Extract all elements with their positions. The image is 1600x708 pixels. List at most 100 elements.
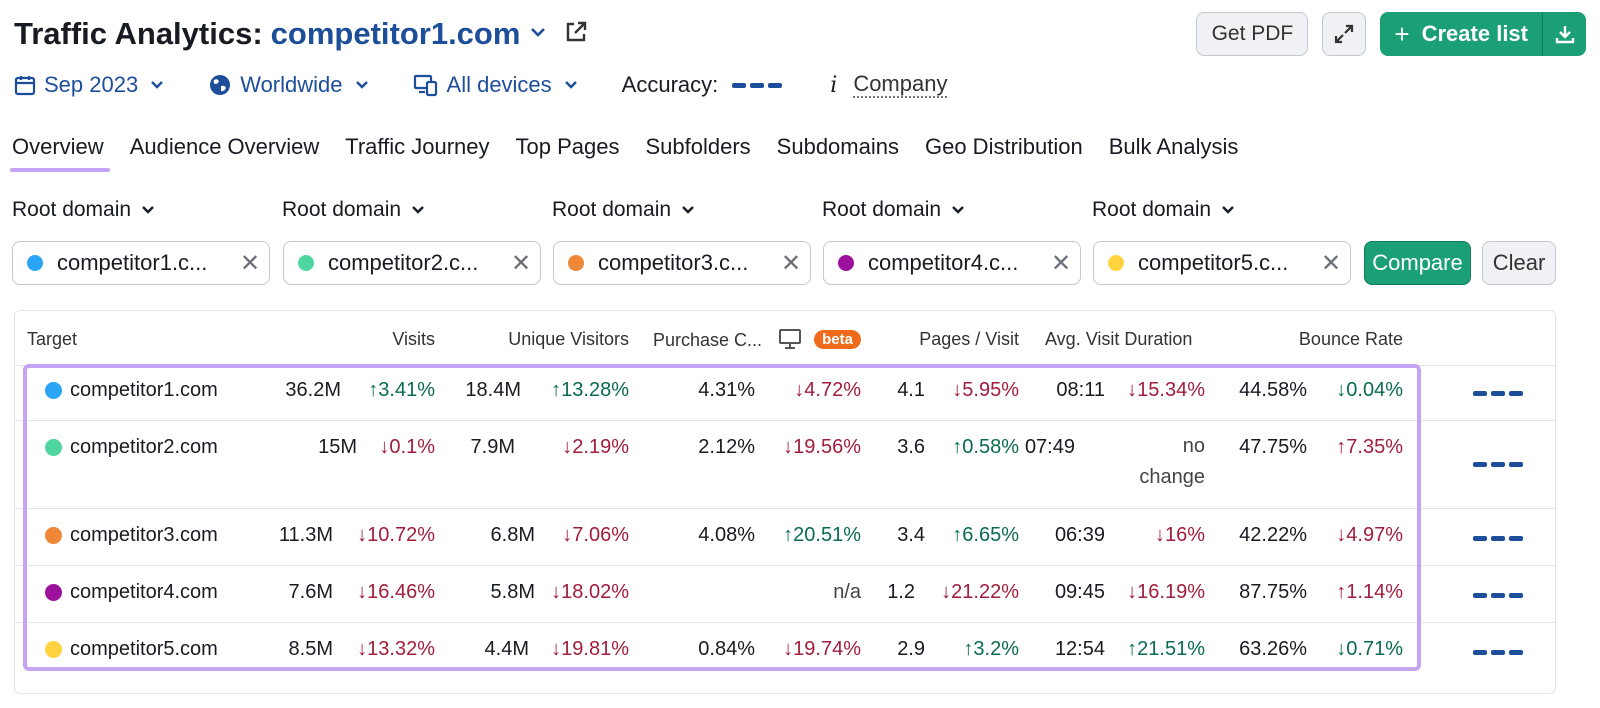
tab-bulk-analysis[interactable]: Bulk Analysis	[1108, 134, 1239, 159]
page-title: Traffic Analytics: competitor1.com	[14, 14, 588, 54]
close-icon[interactable]: ✕	[510, 249, 532, 277]
beta-badge: beta	[814, 330, 861, 349]
root-domain-select-4[interactable]: Root domain	[822, 198, 965, 222]
pages-delta: ↑3.2%	[963, 638, 1019, 660]
visits-value: 11.3M	[278, 524, 333, 546]
chevron-down-icon	[951, 205, 965, 215]
tab-audience-overview[interactable]: Audience Overview	[129, 134, 320, 159]
company-label[interactable]: Company	[853, 71, 948, 98]
root-domain-select-3[interactable]: Root domain	[552, 198, 695, 222]
target-domain[interactable]: competitor1.com	[70, 379, 218, 401]
header-bounce-rate[interactable]: Bounce Rate	[1298, 329, 1403, 349]
chevron-down-icon[interactable]	[530, 25, 546, 43]
more-options-icon[interactable]	[1473, 462, 1523, 467]
bounce-value: 63.26%	[1239, 638, 1307, 660]
domain-input-2[interactable]: competitor2.c... ✕	[283, 241, 541, 285]
tab-subdomains[interactable]: Subdomains	[776, 134, 899, 159]
close-icon[interactable]: ✕	[1050, 249, 1072, 277]
compare-button[interactable]: Compare	[1364, 241, 1471, 285]
domain-input-5[interactable]: competitor5.c... ✕	[1093, 241, 1351, 285]
tab-geo-distribution[interactable]: Geo Distribution	[924, 134, 1083, 159]
close-icon[interactable]: ✕	[239, 249, 261, 277]
title-label: Traffic Analytics:	[14, 16, 263, 51]
domain-input-text[interactable]: competitor1.c...	[57, 250, 208, 275]
date-filter[interactable]: Sep 2023	[14, 72, 164, 98]
download-button[interactable]	[1542, 12, 1586, 56]
date-value: Sep 2023	[44, 72, 139, 97]
header-divider	[15, 365, 1555, 366]
target-domain[interactable]: competitor5.com	[70, 638, 218, 660]
devices-icon	[413, 73, 439, 97]
unique-value: 18.4M	[465, 379, 521, 401]
domain-selector[interactable]: competitor1.com	[270, 16, 521, 51]
root-domain-label: Root domain	[1092, 198, 1212, 221]
tab-overview[interactable]: Overview	[10, 128, 110, 172]
duration-value: 07:49	[1024, 436, 1075, 458]
plus-icon: +	[1394, 18, 1410, 49]
visits-value: 36.2M	[285, 379, 341, 401]
tab-subfolders[interactable]: Subfolders	[645, 134, 751, 159]
domain-input-text[interactable]: competitor2.c...	[328, 250, 479, 275]
domain-input-text[interactable]: competitor3.c...	[598, 250, 749, 275]
clear-button[interactable]: Clear	[1482, 241, 1556, 285]
unique-value: 4.4M	[484, 638, 529, 660]
root-domain-select-1[interactable]: Root domain	[12, 198, 155, 222]
domain-input-3[interactable]: competitor3.c... ✕	[553, 241, 811, 285]
create-list-button[interactable]: + Create list	[1380, 12, 1542, 56]
bounce-value: 87.75%	[1239, 581, 1307, 603]
color-dot-icon	[45, 382, 62, 399]
more-options-icon[interactable]	[1473, 391, 1523, 396]
company-info[interactable]: i Company	[830, 71, 948, 98]
more-options-icon[interactable]	[1473, 650, 1523, 655]
header-visits[interactable]: Visits	[392, 329, 435, 349]
header-avg-visit-duration[interactable]: Avg. Visit Duration	[1045, 329, 1193, 349]
root-domain-label: Root domain	[552, 198, 672, 221]
visits-value: 8.5M	[288, 638, 333, 660]
more-options-icon[interactable]	[1473, 536, 1523, 541]
header-pages-per-visit[interactable]: Pages / Visit	[919, 329, 1019, 349]
domain-input-text[interactable]: competitor4.c...	[868, 250, 1019, 275]
tab-top-pages[interactable]: Top Pages	[515, 134, 620, 159]
chevron-down-icon	[150, 80, 164, 90]
purchase-delta: ↓19.74%	[783, 638, 861, 660]
duration-value: 06:39	[1054, 524, 1105, 546]
root-domain-select-5[interactable]: Root domain	[1092, 198, 1235, 222]
target-domain[interactable]: competitor2.com	[70, 436, 218, 458]
get-pdf-button[interactable]: Get PDF	[1196, 12, 1309, 56]
unique-value: 5.8M	[490, 581, 535, 603]
purchase-delta: ↑20.51%	[783, 524, 861, 546]
devices-filter[interactable]: All devices	[413, 72, 578, 98]
info-icon: i	[830, 72, 838, 98]
root-domain-select-2[interactable]: Root domain	[282, 198, 425, 222]
unique-delta: ↓2.19%	[562, 436, 629, 458]
pages-delta: ↑0.58%	[952, 436, 1019, 458]
tab-traffic-journey[interactable]: Traffic Journey	[345, 134, 490, 159]
chevron-down-icon	[681, 205, 695, 215]
header-purchase-conversion[interactable]: Purchase C... beta	[653, 329, 861, 354]
target-domain[interactable]: competitor3.com	[70, 524, 218, 546]
color-dot-icon	[45, 527, 62, 544]
selection-highlight	[23, 364, 1421, 671]
external-link-icon[interactable]	[564, 20, 588, 49]
bounce-value: 44.58%	[1239, 379, 1307, 401]
domain-input-1[interactable]: competitor1.c... ✕	[12, 241, 270, 285]
region-filter[interactable]: Worldwide	[208, 72, 368, 98]
more-options-icon[interactable]	[1473, 593, 1523, 598]
color-dot-icon	[298, 255, 314, 271]
domain-input-text[interactable]: competitor5.c...	[1138, 250, 1289, 275]
accuracy-indicator: Accuracy:	[622, 72, 783, 98]
pages-value: 4.1	[897, 379, 925, 401]
chevron-down-icon	[141, 205, 155, 215]
purchase-value: 4.31%	[698, 379, 755, 401]
close-icon[interactable]: ✕	[1320, 249, 1342, 277]
bounce-delta: ↑1.14%	[1336, 581, 1403, 603]
no-change-line-1: no	[1182, 435, 1205, 457]
header-unique-visitors[interactable]: Unique Visitors	[508, 329, 629, 349]
bounce-value: 47.75%	[1239, 436, 1307, 458]
comparison-table: Target Visits Unique Visitors Purchase C…	[14, 310, 1556, 694]
purchase-value: 2.12%	[698, 436, 755, 458]
domain-input-4[interactable]: competitor4.c... ✕	[823, 241, 1081, 285]
target-domain[interactable]: competitor4.com	[70, 581, 218, 603]
fullscreen-button[interactable]	[1322, 12, 1367, 56]
close-icon[interactable]: ✕	[780, 249, 802, 277]
